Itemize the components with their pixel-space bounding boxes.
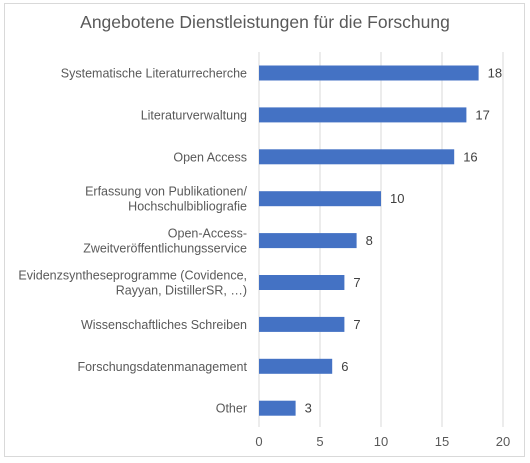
data-label: 16 (463, 149, 477, 164)
data-label: 3 (305, 401, 312, 416)
bar (259, 275, 345, 290)
data-label: 8 (366, 233, 373, 248)
category-label: Systematische Literaturrecherche (61, 67, 247, 81)
data-label: 17 (475, 107, 489, 122)
data-label: 18 (488, 66, 502, 81)
category-label: Open Access (173, 150, 247, 164)
category-labels: Systematische Literaturrecherche Literatu… (18, 67, 247, 416)
chart-title: Angebotene Dienstleistungen für die Fors… (80, 12, 450, 32)
category-label: Forschungsdatenmanagement (77, 360, 247, 374)
data-label: 7 (353, 275, 360, 290)
x-tick-label: 10 (374, 434, 388, 449)
bar (259, 149, 455, 165)
data-label: 7 (353, 317, 360, 332)
category-label: Literaturverwaltung (141, 108, 247, 122)
category-label: Other (216, 402, 247, 416)
category-label: Rayyan, DistillerSR, …) (116, 284, 247, 298)
x-tick-labels: 0 5 10 15 20 (255, 434, 510, 449)
x-tick-label: 15 (435, 434, 449, 449)
x-tick-label: 5 (316, 434, 323, 449)
bar (259, 233, 357, 249)
category-label: Evidenzsyntheseprogramme (Covidence, (18, 269, 247, 283)
data-label: 6 (341, 359, 348, 374)
category-label: Zweitveröffentlichungsservice (83, 242, 247, 256)
bar (259, 65, 479, 81)
data-label: 10 (390, 191, 404, 206)
category-label: Wissenschaftliches Schreiben (81, 318, 247, 332)
category-label: Open-Access- (168, 227, 247, 241)
bar (259, 358, 333, 374)
value-labels: 18 17 16 10 8 7 7 6 3 (305, 66, 502, 416)
bar (259, 191, 381, 207)
x-tick-label: 0 (255, 434, 262, 449)
bar (259, 107, 467, 123)
bar (259, 400, 296, 416)
x-tick-label: 20 (496, 434, 510, 449)
category-label: Erfassung von Publikationen/ (85, 185, 247, 199)
category-label: Hochschulbibliografie (128, 200, 247, 214)
bars (259, 65, 479, 416)
bar (259, 316, 345, 332)
